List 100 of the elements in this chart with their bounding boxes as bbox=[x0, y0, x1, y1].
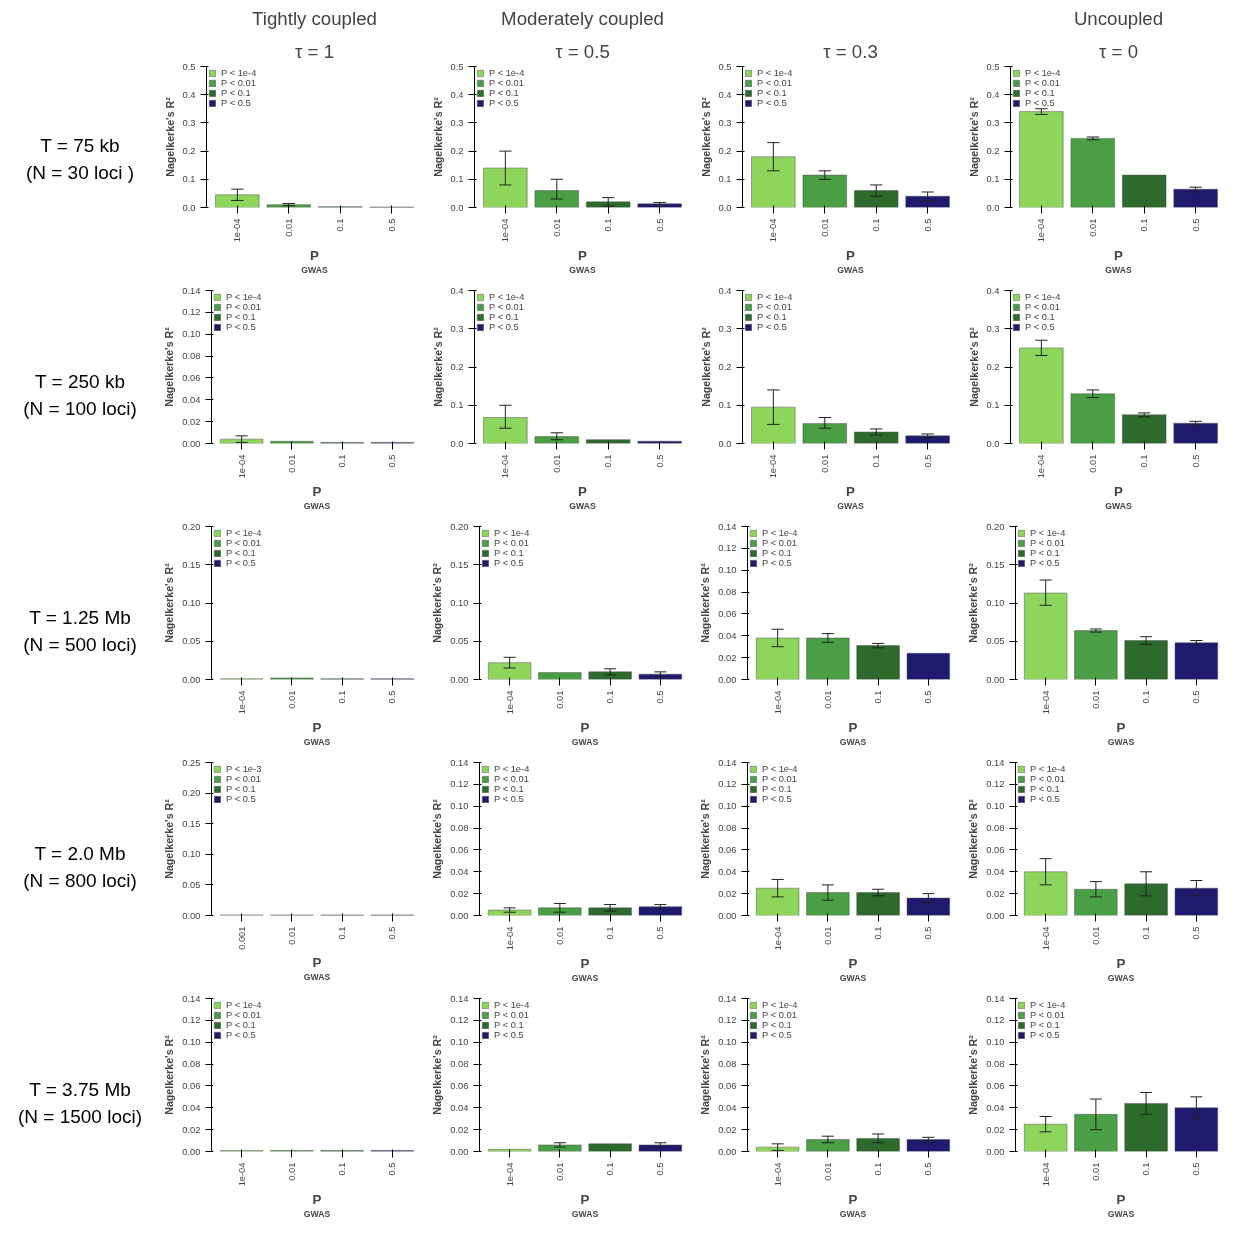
legend-label: P < 1e-4 bbox=[1030, 1000, 1066, 1010]
legend-label: P < 0.5 bbox=[226, 1030, 256, 1040]
y-tick-label: 0.10 bbox=[450, 801, 469, 812]
y-tick-label: 0.0 bbox=[986, 438, 1000, 449]
x-tick-label: 1e-04 bbox=[232, 218, 243, 243]
text: T = 3.75 Mb bbox=[29, 1079, 131, 1100]
x-tick-label: 1e-04 bbox=[1040, 690, 1051, 715]
y-tick-label: 0.04 bbox=[182, 394, 201, 405]
x-tick-label: 0.1 bbox=[335, 218, 346, 232]
y-axis-title: Nagelkerke's R² bbox=[967, 562, 980, 643]
x-tick-label: 0.5 bbox=[922, 454, 933, 468]
y-tick-label: 0.0 bbox=[986, 202, 1000, 213]
y-tick-label: 0.06 bbox=[450, 1080, 469, 1091]
x-tick-label: 0.1 bbox=[605, 690, 616, 704]
y-tick-label: 0.5 bbox=[182, 61, 196, 72]
x-tick-label: 1e-04 bbox=[772, 926, 783, 951]
y-tick-label: 0.5 bbox=[718, 61, 732, 72]
y-tick-label: 0.02 bbox=[986, 888, 1005, 899]
y-tick-label: 0.06 bbox=[182, 1080, 201, 1091]
y-tick-label: 0.05 bbox=[182, 636, 201, 647]
x-axis-title: PGWAS bbox=[1107, 1191, 1135, 1219]
y-tick-label: 0.00 bbox=[718, 910, 737, 921]
chart-subtitle: τ = 0.5 bbox=[555, 40, 610, 62]
x-tick-label: 1e-04 bbox=[772, 690, 783, 715]
y-tick-label: 0.1 bbox=[450, 174, 464, 185]
y-tick-label: 0.10 bbox=[718, 1037, 737, 1048]
x-axis-title: PGWAS bbox=[571, 1191, 599, 1219]
y-tick-label: 0.2 bbox=[450, 146, 464, 157]
y-tick-label: 0.4 bbox=[718, 285, 732, 296]
y-tick-label: 0.02 bbox=[718, 888, 737, 899]
x-tick-label: 0.5 bbox=[655, 690, 666, 704]
x-axis-title: PGWAS bbox=[839, 1191, 867, 1219]
y-tick-label: 0.02 bbox=[182, 416, 201, 427]
legend-label: P < 0.01 bbox=[489, 78, 524, 88]
x-axis-title: PGWAS bbox=[1107, 955, 1135, 983]
legend-label: P < 1e-4 bbox=[762, 1000, 798, 1010]
y-tick-label: 0.14 bbox=[182, 285, 201, 296]
legend-label: P < 1e-4 bbox=[489, 68, 525, 78]
y-axis-title: Nagelkerke's R² bbox=[967, 1034, 980, 1115]
y-tick-label: 0.06 bbox=[718, 844, 737, 855]
y-tick-label: 0.10 bbox=[182, 849, 201, 860]
x-tick-label: 0.5 bbox=[1191, 926, 1202, 940]
y-tick-label: 0.20 bbox=[986, 521, 1005, 532]
x-tick-label: 0.5 bbox=[387, 690, 398, 704]
x-tick-label: 0.01 bbox=[819, 218, 830, 237]
legend-label: P < 0.5 bbox=[757, 98, 787, 108]
y-tick-label: 0.12 bbox=[450, 1015, 469, 1026]
y-tick-label: 0.14 bbox=[718, 993, 737, 1004]
x-tick-label: 0.1 bbox=[603, 454, 614, 468]
legend-label: P < 0.01 bbox=[1030, 538, 1065, 548]
x-tick-label: 0.5 bbox=[386, 218, 397, 232]
legend-label: P < 0.01 bbox=[757, 78, 792, 88]
y-tick-label: 0.08 bbox=[182, 351, 201, 362]
x-tick-label: 0.01 bbox=[822, 926, 833, 945]
y-tick-label: 0.0 bbox=[450, 202, 464, 213]
y-tick-label: 0.20 bbox=[182, 788, 201, 799]
y-tick-label: 0.00 bbox=[182, 910, 201, 921]
y-tick-label: 0.0 bbox=[450, 438, 464, 449]
x-tick-label: 1e-04 bbox=[768, 218, 779, 243]
x-tick-label: 0.01 bbox=[554, 690, 565, 709]
y-tick-label: 0.14 bbox=[986, 993, 1005, 1004]
legend-label: P < 1e-4 bbox=[221, 68, 257, 78]
y-tick-label: 0.06 bbox=[986, 844, 1005, 855]
y-tick-label: 0.14 bbox=[182, 993, 201, 1004]
y-tick-label: 0.12 bbox=[718, 1015, 737, 1026]
legend-label: P < 0.5 bbox=[226, 794, 256, 804]
y-tick-label: 0.04 bbox=[450, 1102, 469, 1113]
y-tick-label: 0.06 bbox=[450, 844, 469, 855]
y-tick-label: 0.10 bbox=[182, 598, 201, 608]
x-tick-label: 0.01 bbox=[1090, 1162, 1101, 1181]
legend-label: P < 0.01 bbox=[1030, 1010, 1065, 1020]
y-tick-label: 0.3 bbox=[450, 117, 464, 128]
legend-label: P < 0.01 bbox=[494, 1010, 529, 1020]
y-axis-title: Nagelkerke's R² bbox=[699, 562, 712, 643]
x-axis-title: PGWAS bbox=[839, 719, 867, 747]
legend-label: P < 1e-4 bbox=[226, 292, 262, 302]
x-tick-label: 0.5 bbox=[923, 1162, 934, 1176]
y-tick-label: 0.06 bbox=[718, 608, 737, 619]
y-tick-label: 0.04 bbox=[182, 1102, 201, 1113]
y-tick-label: 0.3 bbox=[986, 117, 1000, 128]
legend-label: P < 0.5 bbox=[489, 322, 519, 332]
legend-label: P < 0.01 bbox=[762, 1010, 797, 1020]
y-tick-label: 0.2 bbox=[718, 146, 732, 157]
x-tick-label: 0.1 bbox=[1141, 690, 1152, 704]
y-tick-label: 0.15 bbox=[450, 559, 469, 570]
legend-label: P < 1e-4 bbox=[1025, 292, 1061, 302]
x-tick-label: 0.5 bbox=[1190, 218, 1201, 232]
x-tick-label: 0.01 bbox=[554, 1162, 565, 1181]
x-tick-label: 1e-04 bbox=[1040, 926, 1051, 951]
legend-label: P < 1e-4 bbox=[226, 1000, 262, 1010]
y-tick-label: 0.1 bbox=[718, 174, 732, 185]
x-tick-label: 0.01 bbox=[286, 926, 297, 945]
x-tick-label: 1e-04 bbox=[500, 218, 511, 243]
legend-label: P < 0.01 bbox=[221, 78, 256, 88]
y-axis-title: Nagelkerke's R² bbox=[431, 1034, 444, 1115]
legend-label: P < 0.1 bbox=[762, 784, 792, 794]
x-tick-label: 0.01 bbox=[1087, 218, 1098, 237]
x-tick-label: 1e-04 bbox=[236, 690, 247, 715]
y-tick-label: 0.10 bbox=[182, 329, 201, 340]
y-tick-label: 0.5 bbox=[450, 61, 464, 72]
